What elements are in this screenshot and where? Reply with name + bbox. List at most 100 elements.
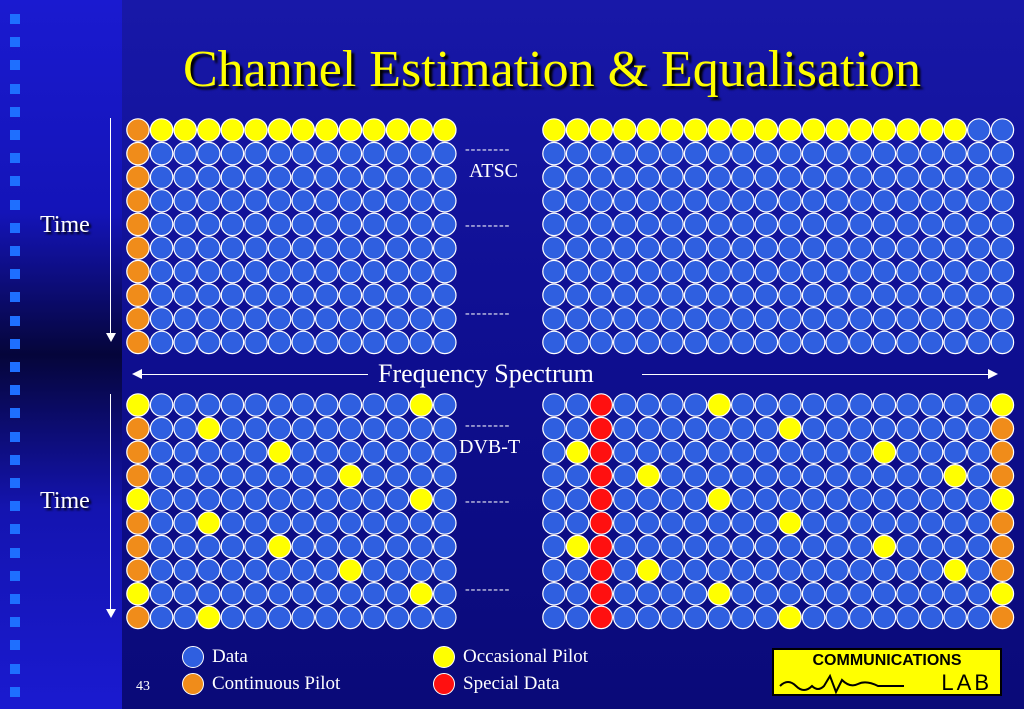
data-carrier: [707, 236, 731, 260]
occasional-pilot: [314, 118, 339, 142]
data-carrier: [966, 487, 991, 512]
data-carrier: [385, 236, 410, 260]
data-carrier: [872, 393, 897, 417]
data-carrier: [825, 440, 849, 464]
data-carrier: [943, 534, 967, 559]
data-carrier: [683, 393, 708, 417]
data-carrier: [943, 189, 967, 213]
data-carrier: [432, 165, 457, 189]
data-carrier: [291, 165, 315, 189]
data-carrier: [848, 212, 873, 237]
data-carrier: [220, 440, 245, 464]
data-carrier: [314, 558, 339, 582]
data-carrier: [966, 511, 991, 535]
logo-wave-icon: [779, 673, 904, 694]
data-carrier: [825, 605, 849, 630]
data-carrier: [801, 534, 826, 559]
data-carrier: [612, 212, 637, 237]
data-carrier: [801, 416, 826, 441]
data-carrier: [754, 165, 779, 189]
data-carrier: [362, 236, 386, 260]
data-carrier: [291, 259, 315, 284]
data-carrier: [173, 393, 197, 417]
occasional-pilot: [385, 118, 410, 142]
data-carrier: [754, 283, 779, 307]
data-carrier: [362, 463, 386, 488]
data-carrier: [754, 393, 779, 417]
continuous-pilot: [126, 511, 150, 535]
data-carrier: [173, 165, 197, 189]
continuous-pilot: [126, 416, 150, 441]
data-carrier: [660, 581, 684, 606]
decorative-square: [10, 246, 20, 256]
data-carrier: [660, 534, 684, 559]
data-carrier: [872, 511, 897, 535]
data-carrier: [338, 236, 363, 260]
data-carrier: [801, 605, 826, 630]
data-carrier: [267, 283, 292, 307]
data-carrier: [943, 330, 967, 355]
data-carrier: [919, 165, 944, 189]
data-carrier: [149, 581, 174, 606]
time-arrowhead-top: [106, 333, 116, 342]
data-carrier: [173, 558, 197, 582]
data-carrier: [149, 393, 174, 417]
data-carrier: [385, 605, 410, 630]
data-carrier: [943, 511, 967, 535]
data-carrier: [778, 393, 802, 417]
data-carrier: [872, 165, 897, 189]
data-carrier: [730, 306, 755, 331]
data-carrier: [754, 236, 779, 260]
data-carrier: [943, 236, 967, 260]
data-carrier: [432, 581, 457, 606]
data-carrier: [385, 393, 410, 417]
data-carrier: [267, 306, 292, 331]
data-carrier: [872, 212, 897, 237]
occasional-pilot: [126, 393, 150, 417]
data-carrier: [612, 259, 637, 284]
data-carrier: [896, 605, 920, 630]
data-carrier: [896, 141, 920, 166]
occasional-pilot: [801, 118, 826, 142]
continuous-pilot: [126, 118, 150, 142]
legend-continuous-pilot-dot: [182, 673, 204, 695]
data-carrier: [220, 463, 245, 488]
data-carrier: [291, 141, 315, 166]
data-carrier: [730, 283, 755, 307]
continuous-pilot: [126, 534, 150, 559]
data-carrier: [314, 487, 339, 512]
data-carrier: [943, 393, 967, 417]
data-carrier: [314, 511, 339, 535]
occasional-pilot: [197, 511, 221, 535]
data-carrier: [291, 212, 315, 237]
data-carrier: [966, 189, 991, 213]
data-carrier: [919, 440, 944, 464]
data-carrier: [848, 393, 873, 417]
data-carrier: [848, 189, 873, 213]
data-carrier: [730, 487, 755, 512]
data-carrier: [848, 141, 873, 166]
data-carrier: [244, 440, 268, 464]
data-carrier: [149, 189, 174, 213]
data-carrier: [267, 259, 292, 284]
data-carrier: [636, 306, 661, 331]
data-carrier: [314, 534, 339, 559]
data-carrier: [542, 236, 566, 260]
data-carrier: [267, 416, 292, 441]
separator-dashes: --------: [465, 142, 511, 157]
occasional-pilot: [990, 581, 1015, 606]
data-carrier: [801, 440, 826, 464]
data-carrier: [707, 440, 731, 464]
slide-title: Channel Estimation & Equalisation: [182, 41, 921, 98]
occasional-pilot: [197, 416, 221, 441]
data-carrier: [291, 558, 315, 582]
data-carrier: [919, 416, 944, 441]
data-carrier: [385, 141, 410, 166]
data-carrier: [660, 416, 684, 441]
occasional-pilot: [778, 416, 802, 441]
data-carrier: [636, 165, 661, 189]
data-carrier: [338, 212, 363, 237]
data-carrier: [825, 558, 849, 582]
data-carrier: [636, 283, 661, 307]
